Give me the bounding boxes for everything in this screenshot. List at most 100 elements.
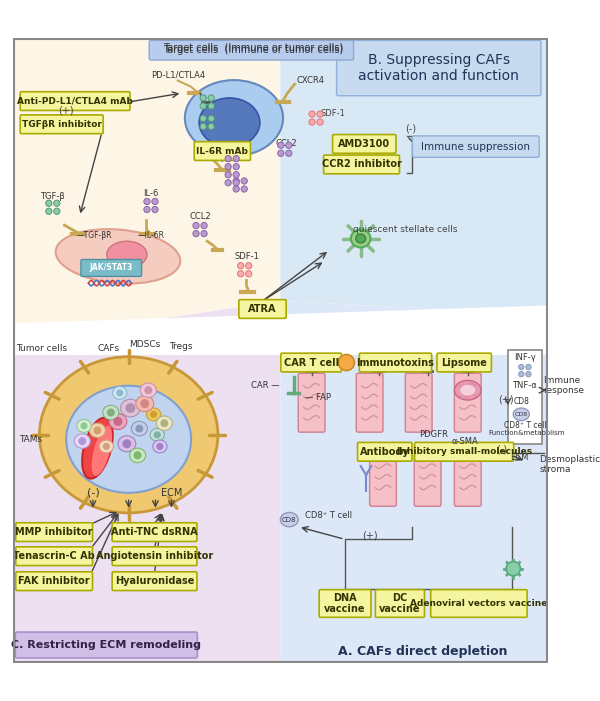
- Ellipse shape: [82, 418, 113, 479]
- Ellipse shape: [89, 423, 106, 437]
- Circle shape: [46, 208, 52, 215]
- Text: IL-6R mAb: IL-6R mAb: [196, 147, 248, 156]
- Text: TNF-α: TNF-α: [512, 381, 537, 390]
- Circle shape: [286, 142, 292, 149]
- Circle shape: [122, 440, 131, 448]
- Text: CD8: CD8: [282, 517, 296, 523]
- Circle shape: [238, 263, 244, 269]
- Text: CD8: CD8: [514, 397, 529, 407]
- Ellipse shape: [92, 426, 112, 476]
- FancyBboxPatch shape: [81, 259, 142, 276]
- Polygon shape: [13, 328, 548, 355]
- Circle shape: [238, 271, 244, 277]
- FancyBboxPatch shape: [337, 41, 541, 96]
- Circle shape: [136, 425, 143, 433]
- Text: Immunotoxins: Immunotoxins: [356, 358, 434, 367]
- FancyBboxPatch shape: [319, 590, 371, 618]
- Text: —TGF-βR: —TGF-βR: [77, 231, 112, 240]
- Text: CAFs: CAFs: [98, 343, 120, 353]
- Circle shape: [140, 399, 149, 408]
- Text: Target cells  (Immune or tumor cells): Target cells (Immune or tumor cells): [163, 43, 344, 53]
- Circle shape: [160, 419, 169, 427]
- Circle shape: [152, 198, 158, 205]
- Circle shape: [154, 431, 161, 438]
- Circle shape: [200, 103, 206, 109]
- Ellipse shape: [153, 440, 167, 453]
- Ellipse shape: [109, 414, 127, 430]
- Circle shape: [241, 178, 247, 184]
- Text: Tenascrin-C Ab: Tenascrin-C Ab: [13, 551, 95, 562]
- Circle shape: [103, 443, 110, 450]
- FancyBboxPatch shape: [454, 373, 481, 432]
- Circle shape: [245, 271, 252, 277]
- Bar: [508, 350, 542, 444]
- Text: DC
vaccine: DC vaccine: [379, 592, 421, 614]
- Ellipse shape: [157, 416, 172, 430]
- FancyBboxPatch shape: [112, 547, 197, 566]
- FancyBboxPatch shape: [359, 353, 431, 372]
- Text: TAMs: TAMs: [19, 435, 42, 444]
- Ellipse shape: [118, 436, 136, 451]
- Ellipse shape: [130, 448, 146, 463]
- Text: Adenoviral vectors vaccine: Adenoviral vectors vaccine: [410, 599, 548, 608]
- Circle shape: [309, 119, 315, 125]
- Text: CD8⁺ T cell: CD8⁺ T cell: [305, 510, 352, 519]
- Circle shape: [225, 163, 231, 170]
- Text: INF-γ: INF-γ: [514, 353, 536, 362]
- Circle shape: [208, 116, 214, 121]
- Text: Function&metabolism: Function&metabolism: [488, 430, 565, 436]
- Ellipse shape: [103, 405, 119, 420]
- FancyBboxPatch shape: [415, 442, 514, 461]
- FancyBboxPatch shape: [298, 373, 325, 432]
- Text: CCR2 inhibitor: CCR2 inhibitor: [322, 159, 401, 170]
- FancyBboxPatch shape: [437, 353, 491, 372]
- Ellipse shape: [99, 440, 113, 453]
- Text: CCL2: CCL2: [189, 212, 211, 221]
- Text: (-): (-): [86, 488, 100, 498]
- Ellipse shape: [113, 386, 127, 400]
- Polygon shape: [280, 301, 548, 663]
- FancyBboxPatch shape: [405, 373, 432, 432]
- Ellipse shape: [77, 419, 91, 433]
- Circle shape: [245, 263, 252, 269]
- Text: — FAP: — FAP: [305, 393, 331, 402]
- Text: Inhibitory small-molecules: Inhibitory small-molecules: [397, 447, 532, 456]
- Text: DNA
vaccine: DNA vaccine: [325, 592, 366, 614]
- Circle shape: [278, 142, 284, 149]
- Text: CD8⁺ T cell: CD8⁺ T cell: [503, 421, 546, 430]
- FancyBboxPatch shape: [358, 442, 412, 461]
- Circle shape: [286, 150, 292, 156]
- Text: Tregs: Tregs: [169, 342, 192, 351]
- Circle shape: [506, 562, 520, 576]
- Circle shape: [225, 156, 231, 162]
- FancyBboxPatch shape: [454, 454, 481, 506]
- Text: A. CAFs direct depletion: A. CAFs direct depletion: [338, 645, 508, 658]
- Text: PD-L1/CTLA4: PD-L1/CTLA4: [151, 71, 205, 80]
- Ellipse shape: [460, 385, 475, 395]
- Circle shape: [144, 386, 152, 394]
- Text: Antibody: Antibody: [360, 447, 410, 457]
- Polygon shape: [13, 301, 280, 663]
- Ellipse shape: [66, 386, 191, 493]
- Text: Desmoplastic
stroma: Desmoplastic stroma: [539, 454, 600, 474]
- Circle shape: [208, 123, 214, 130]
- Circle shape: [278, 150, 284, 156]
- FancyBboxPatch shape: [376, 590, 424, 618]
- Circle shape: [200, 95, 206, 101]
- Circle shape: [53, 208, 60, 215]
- Text: (+): (+): [58, 106, 74, 116]
- FancyBboxPatch shape: [112, 523, 197, 541]
- Ellipse shape: [356, 234, 365, 243]
- Circle shape: [241, 186, 247, 192]
- Text: —IL-6R: —IL-6R: [137, 231, 164, 240]
- Circle shape: [134, 451, 142, 459]
- FancyBboxPatch shape: [16, 547, 92, 566]
- Text: CCR2: CCR2: [202, 147, 225, 156]
- Ellipse shape: [121, 400, 140, 417]
- Circle shape: [309, 111, 315, 117]
- Text: (+): (+): [499, 394, 514, 404]
- Text: CCL2: CCL2: [276, 139, 298, 147]
- Circle shape: [46, 200, 52, 206]
- FancyBboxPatch shape: [412, 136, 539, 157]
- Text: Lipsome: Lipsome: [441, 358, 487, 367]
